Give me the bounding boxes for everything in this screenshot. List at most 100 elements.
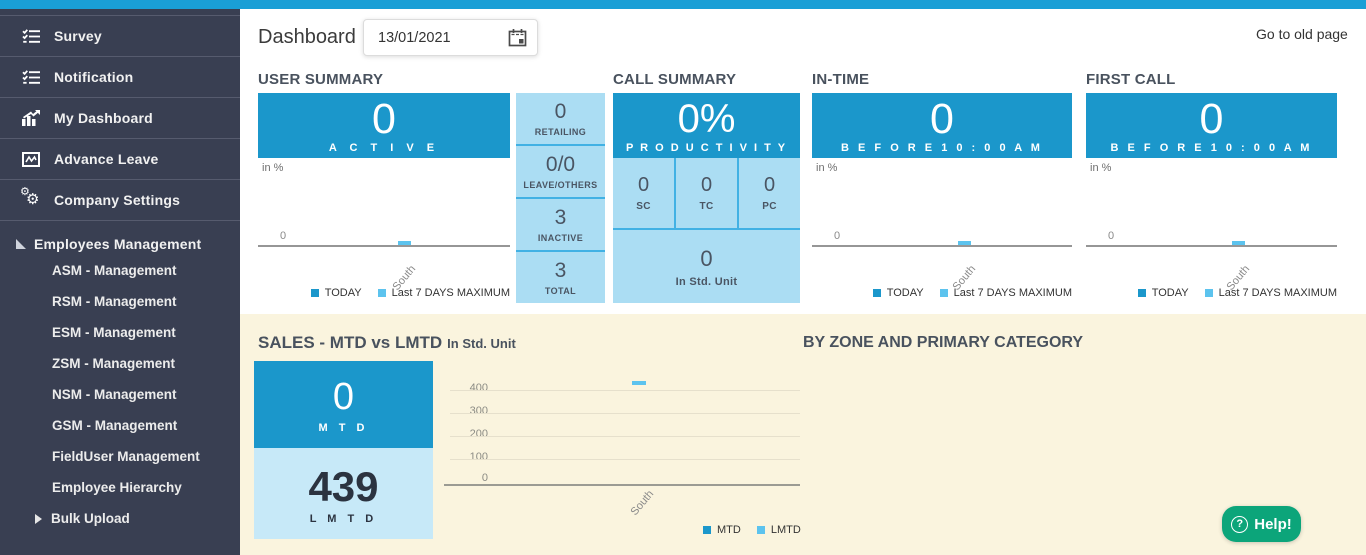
- sidebar-item-my-dashboard[interactable]: My Dashboard: [0, 98, 240, 139]
- legend-swatch-last7: [939, 289, 948, 297]
- sidebar-tree: Employees Management ASM - Management RS…: [0, 221, 240, 534]
- legend-swatch-today: [310, 289, 319, 297]
- sales-legend: MTD LMTD: [703, 524, 801, 536]
- user-summary-chart: in % 0 South TODAY Last 7 DAYS MAXIMUM: [258, 160, 510, 303]
- in-time-chart: in % 0 South TODAY Last 7 DAYS MAXIMUM: [812, 160, 1072, 303]
- last7-max-bar: [398, 241, 411, 245]
- chart-unit-label: in %: [1090, 162, 1112, 174]
- y-tick-label: 100: [469, 451, 488, 463]
- sidebar-item-zsm-management[interactable]: ZSM - Management: [0, 348, 240, 379]
- checklist-icon: [20, 27, 42, 45]
- stat-leave-others: 0/0 LEAVE/OTHERS: [516, 144, 605, 197]
- call-summary-title: CALL SUMMARY: [613, 71, 737, 88]
- sidebar-item-label: Company Settings: [54, 192, 181, 208]
- date-input[interactable]: [378, 29, 496, 46]
- x-axis-line: [444, 484, 800, 486]
- date-picker[interactable]: [363, 19, 538, 56]
- productivity-label: P R O D U C T I V I T Y: [625, 142, 788, 154]
- lmtd-bar: [632, 381, 646, 385]
- sidebar-item-nsm-management[interactable]: NSM - Management: [0, 379, 240, 410]
- first-call-value: 0: [1199, 95, 1224, 143]
- active-count: 0: [372, 95, 396, 143]
- legend-label-lmtd: LMTD: [770, 524, 801, 536]
- chart-legend: TODAY Last 7 DAYS MAXIMUM: [872, 287, 1072, 299]
- std-unit-label: In Std. Unit: [675, 275, 738, 288]
- sidebar-item-esm-management[interactable]: ESM - Management: [0, 317, 240, 348]
- tree-item-label: Bulk Upload: [51, 511, 130, 526]
- stat-value: 0/0: [545, 153, 576, 176]
- last7-max-bar: [1232, 241, 1245, 245]
- legend-label-mtd: MTD: [717, 524, 741, 536]
- gridline: [450, 459, 800, 460]
- help-button[interactable]: ? Help!: [1222, 506, 1301, 542]
- legend-label-last7: Last 7 DAYS MAXIMUM: [953, 287, 1072, 299]
- sidebar-item-bulk-upload[interactable]: Bulk Upload: [0, 503, 240, 534]
- x-axis-line: [1086, 245, 1337, 247]
- stat-label: LEAVE/OTHERS: [523, 180, 598, 190]
- tree-parent-label: Employees Management: [34, 236, 202, 252]
- sidebar-item-notification[interactable]: Notification: [0, 57, 240, 98]
- help-button-label: Help!: [1254, 515, 1292, 533]
- productivity-value: 0%: [677, 97, 736, 141]
- chart-legend: TODAY Last 7 DAYS MAXIMUM: [310, 287, 510, 299]
- last7-max-bar: [958, 241, 971, 245]
- checklist-icon: [20, 68, 42, 86]
- y-axis-zero-label: 0: [834, 230, 841, 242]
- stat-label: TC: [699, 201, 714, 212]
- top-accent-bar: [0, 0, 1366, 9]
- sidebar-item-label: Advance Leave: [54, 151, 159, 167]
- user-summary-hero: 0 A C T I V E: [258, 93, 510, 158]
- expand-triangle-icon: [16, 239, 26, 249]
- active-label: A C T I V E: [328, 142, 440, 154]
- lmtd-value: 439: [308, 462, 379, 510]
- first-call-hero: 0 B E F O R E 1 0 : 0 0 A M: [1086, 93, 1337, 158]
- legend-label-today: TODAY: [1151, 287, 1189, 299]
- first-call-title: FIRST CALL: [1086, 71, 1176, 88]
- sidebar-item-employee-hierarchy[interactable]: Employee Hierarchy: [0, 472, 240, 503]
- stat-value: 3: [554, 259, 567, 282]
- sidebar-item-advance-leave[interactable]: Advance Leave: [0, 139, 240, 180]
- sidebar-item-survey[interactable]: Survey: [0, 16, 240, 57]
- sidebar-item-label: Notification: [54, 69, 134, 85]
- sales-subtitle: In Std. Unit: [447, 336, 516, 351]
- sidebar-item-gsm-management[interactable]: GSM - Management: [0, 410, 240, 441]
- stat-inactive: 3 INACTIVE: [516, 197, 605, 250]
- calendar-icon[interactable]: [508, 28, 527, 47]
- sidebar-item-asm-management[interactable]: ASM - Management: [0, 255, 240, 286]
- go-to-old-page-link[interactable]: Go to old page: [1256, 26, 1348, 42]
- stat-pc: 0 PC: [737, 158, 800, 228]
- sidebar-item-fielduser-management[interactable]: FieldUser Management: [0, 441, 240, 472]
- in-time-title: IN-TIME: [812, 71, 870, 88]
- tree-item-label: ZSM - Management: [52, 356, 176, 371]
- stat-value: 0: [637, 174, 650, 196]
- sidebar-item-rsm-management[interactable]: RSM - Management: [0, 286, 240, 317]
- legend-label-last7: Last 7 DAYS MAXIMUM: [391, 287, 510, 299]
- mtd-label: M T D: [318, 421, 369, 434]
- mtd-value: 0: [332, 375, 355, 418]
- gridline: [450, 413, 800, 414]
- tree-item-label: RSM - Management: [52, 294, 177, 309]
- y-tick-label: 400: [469, 382, 488, 394]
- chart-icon: [20, 109, 42, 127]
- chart-legend: TODAY Last 7 DAYS MAXIMUM: [1137, 287, 1337, 299]
- x-axis-line: [258, 245, 510, 247]
- y-tick-label: 0: [481, 472, 488, 484]
- gears-icon: ⚙ ⚙: [20, 186, 40, 208]
- mtd-box: 0 M T D: [254, 361, 433, 448]
- user-summary-stats: 0 RETAILING 0/0 LEAVE/OTHERS 3 INACTIVE …: [516, 93, 605, 303]
- legend-swatch-last7: [1204, 289, 1213, 297]
- sidebar-nav: Survey Notification My Dashboard Advance…: [0, 15, 240, 221]
- tree-item-label: ESM - Management: [52, 325, 176, 340]
- stat-value: 0: [700, 174, 713, 196]
- legend-swatch-today: [872, 289, 881, 297]
- first-call-chart: in % 0 South TODAY Last 7 DAYS MAXIMUM: [1086, 160, 1337, 303]
- legend-label-last7: Last 7 DAYS MAXIMUM: [1218, 287, 1337, 299]
- in-time-hero: 0 B E F O R E 1 0 : 0 0 A M: [812, 93, 1072, 158]
- stat-label: SC: [636, 201, 651, 212]
- legend-swatch-today: [1137, 289, 1146, 297]
- sidebar-item-employees-management[interactable]: Employees Management: [0, 233, 240, 255]
- sidebar-item-company-settings[interactable]: ⚙ ⚙ Company Settings: [0, 180, 240, 221]
- stat-tc: 0 TC: [674, 158, 737, 228]
- sidebar-item-label: Survey: [54, 28, 102, 44]
